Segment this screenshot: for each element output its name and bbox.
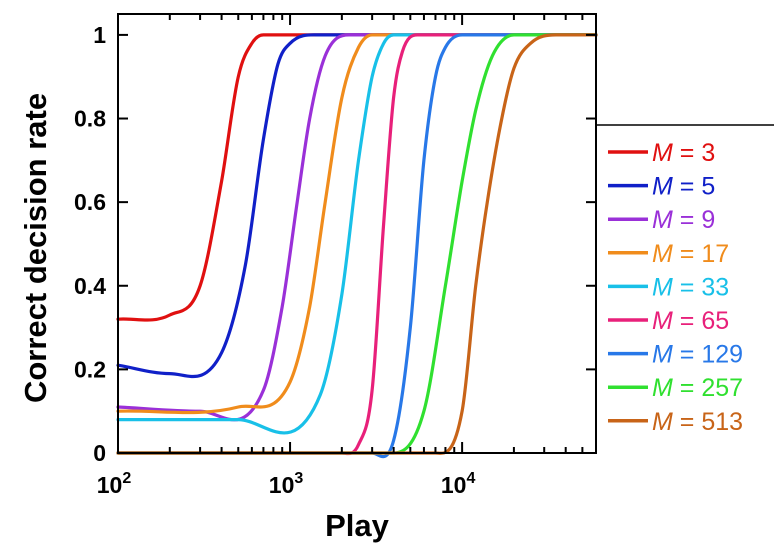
legend-label: M = 33 [652, 273, 729, 301]
legend-label: M = 3 [652, 139, 715, 167]
y-tick-label: 0.2 [74, 356, 106, 382]
y-axis-label: Correct decision rate [18, 93, 53, 403]
legend-label: M = 257 [652, 374, 743, 402]
legend-label: M = 17 [652, 240, 729, 268]
series-line [116, 33, 598, 455]
series-lines [116, 33, 598, 459]
legend-label: M = 5 [652, 173, 715, 201]
x-axis-label: Play [325, 508, 390, 543]
legend-label: M = 513 [652, 408, 743, 436]
series-line [116, 33, 598, 415]
legend-label: M = 129 [652, 341, 743, 369]
legend-label: M = 65 [652, 307, 729, 335]
plot-frame [117, 13, 597, 454]
y-tick-label: 1 [93, 22, 106, 48]
series-line [116, 33, 598, 459]
y-tick-label: 0 [93, 440, 106, 466]
series-line [116, 33, 598, 422]
y-tick-label: 0.8 [74, 106, 106, 132]
y-tick-label: 0.4 [74, 273, 106, 299]
x-tick-label: 104 [441, 470, 476, 498]
legend: M = 3 M = 5 M = 9 M = 17 M = 33 M = 65 M = 129… [596, 124, 774, 436]
legend-label: M = 9 [652, 206, 715, 234]
series-line [116, 33, 598, 435]
series-line [116, 33, 598, 455]
series-line [116, 33, 598, 379]
x-tick-label: 103 [269, 470, 304, 498]
axis-ticks: 0 0.2 0.4 0.6 0.8 1 102 103 104 [74, 14, 597, 498]
series-line [116, 33, 598, 456]
y-tick-label: 0.6 [74, 189, 106, 215]
x-tick-label: 102 [97, 470, 132, 498]
